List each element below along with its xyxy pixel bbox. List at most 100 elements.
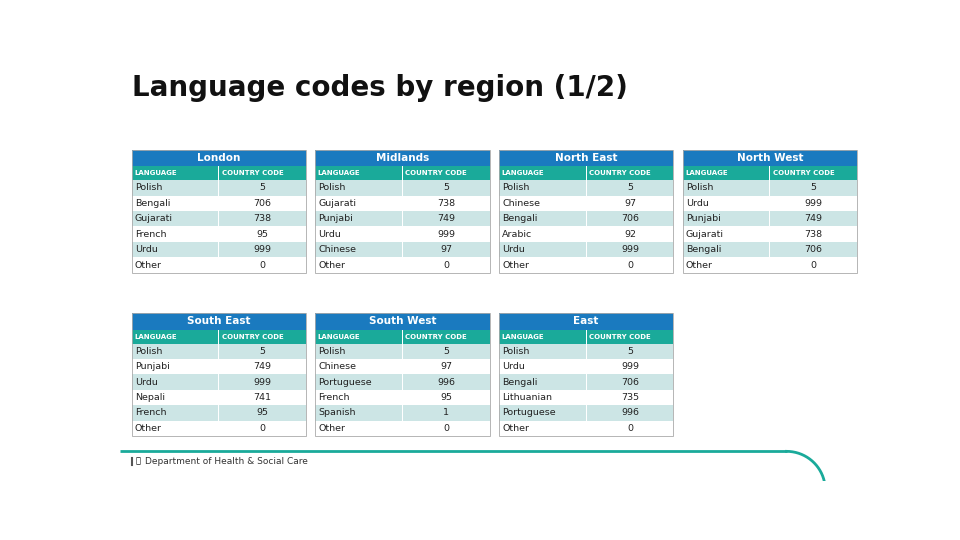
Text: Portuguese: Portuguese xyxy=(319,377,372,387)
Text: COUNTRY CODE: COUNTRY CODE xyxy=(773,171,834,177)
Bar xyxy=(219,390,306,405)
Bar xyxy=(499,257,586,273)
Bar xyxy=(499,405,586,421)
Bar xyxy=(403,390,490,405)
Bar xyxy=(683,226,770,242)
Bar xyxy=(132,242,219,257)
Bar xyxy=(219,257,306,273)
Bar xyxy=(587,343,673,359)
Text: 735: 735 xyxy=(621,393,639,402)
Text: 95: 95 xyxy=(441,393,452,402)
Bar xyxy=(587,226,673,242)
Bar xyxy=(132,226,219,242)
Text: 706: 706 xyxy=(804,245,823,254)
Text: Language codes by region (1/2): Language codes by region (1/2) xyxy=(132,74,628,102)
Bar xyxy=(499,180,586,195)
Text: 741: 741 xyxy=(253,393,272,402)
Bar xyxy=(587,211,673,226)
Text: 738: 738 xyxy=(804,230,823,239)
Text: 0: 0 xyxy=(259,424,266,433)
Text: 999: 999 xyxy=(621,245,639,254)
Text: 999: 999 xyxy=(621,362,639,371)
Text: Spanish: Spanish xyxy=(319,408,356,417)
Bar xyxy=(403,166,490,180)
Bar xyxy=(770,195,857,211)
Bar xyxy=(499,421,586,436)
Text: 0: 0 xyxy=(444,424,449,433)
Bar xyxy=(132,421,219,436)
Text: 0: 0 xyxy=(627,424,633,433)
Text: Urdu: Urdu xyxy=(685,199,708,208)
Text: Other: Other xyxy=(319,260,346,269)
Bar xyxy=(315,359,402,374)
Text: Department of Health & Social Care: Department of Health & Social Care xyxy=(145,457,307,466)
Bar xyxy=(219,242,306,257)
Bar xyxy=(315,390,402,405)
Text: 749: 749 xyxy=(437,214,455,224)
Text: 0: 0 xyxy=(259,260,266,269)
Text: Chinese: Chinese xyxy=(502,199,540,208)
Text: COUNTRY CODE: COUNTRY CODE xyxy=(222,334,283,340)
Bar xyxy=(219,374,306,390)
Bar xyxy=(315,313,490,436)
Bar xyxy=(499,211,586,226)
Bar xyxy=(499,166,586,180)
Text: Urdu: Urdu xyxy=(134,377,157,387)
Bar xyxy=(315,180,402,195)
Bar xyxy=(587,180,673,195)
Text: Chinese: Chinese xyxy=(319,362,356,371)
Bar xyxy=(683,195,770,211)
Bar xyxy=(499,359,586,374)
Text: Other: Other xyxy=(319,424,346,433)
Text: 5: 5 xyxy=(259,184,266,192)
Text: LANGUAGE: LANGUAGE xyxy=(685,171,728,177)
Text: Polish: Polish xyxy=(319,184,346,192)
Bar xyxy=(219,330,306,343)
Text: LANGUAGE: LANGUAGE xyxy=(501,334,544,340)
Bar xyxy=(219,211,306,226)
Text: Polish: Polish xyxy=(685,184,713,192)
Bar xyxy=(587,257,673,273)
Bar xyxy=(499,150,673,166)
Text: 5: 5 xyxy=(444,184,449,192)
Text: LANGUAGE: LANGUAGE xyxy=(501,171,544,177)
Text: 999: 999 xyxy=(253,377,272,387)
Text: 97: 97 xyxy=(441,362,452,371)
Text: Polish: Polish xyxy=(134,184,162,192)
Bar xyxy=(683,242,770,257)
Text: 996: 996 xyxy=(621,408,639,417)
Text: Punjabi: Punjabi xyxy=(134,362,170,371)
Bar xyxy=(403,242,490,257)
Bar xyxy=(315,166,402,180)
Text: Bengali: Bengali xyxy=(134,199,170,208)
Text: 706: 706 xyxy=(621,214,639,224)
Text: Polish: Polish xyxy=(319,347,346,356)
Bar xyxy=(587,405,673,421)
Bar xyxy=(770,166,857,180)
Bar xyxy=(315,343,402,359)
Text: 0: 0 xyxy=(444,260,449,269)
Bar xyxy=(683,257,770,273)
Text: 0: 0 xyxy=(627,260,633,269)
Text: French: French xyxy=(134,408,166,417)
Bar xyxy=(219,405,306,421)
Bar xyxy=(132,343,219,359)
Text: 996: 996 xyxy=(437,377,455,387)
Text: Punjabi: Punjabi xyxy=(685,214,721,224)
Bar xyxy=(587,242,673,257)
Bar xyxy=(403,195,490,211)
Bar xyxy=(315,257,402,273)
Text: LANGUAGE: LANGUAGE xyxy=(134,334,177,340)
Bar xyxy=(219,421,306,436)
Text: Chinese: Chinese xyxy=(319,245,356,254)
Bar xyxy=(499,330,586,343)
Bar xyxy=(132,150,306,166)
Bar xyxy=(132,330,219,343)
Text: 5: 5 xyxy=(627,184,633,192)
Bar xyxy=(587,421,673,436)
Text: Other: Other xyxy=(502,424,529,433)
Text: North East: North East xyxy=(555,153,617,163)
Bar xyxy=(315,421,402,436)
Bar xyxy=(403,226,490,242)
Bar xyxy=(219,195,306,211)
